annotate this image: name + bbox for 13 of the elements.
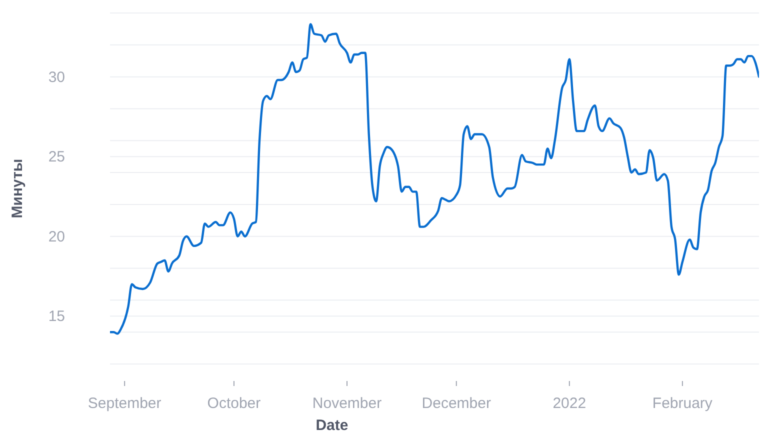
- x-axis-title: Date: [316, 416, 348, 434]
- x-tick-label: December: [422, 394, 491, 412]
- y-axis-title: Минуты: [8, 158, 26, 218]
- y-tick-label: 25: [48, 148, 65, 166]
- x-tick-label: February: [652, 394, 713, 412]
- y-tick-label: 30: [48, 68, 65, 86]
- y-tick-label: 15: [48, 308, 65, 325]
- x-tick-label: November: [312, 394, 382, 412]
- x-tick-label: October: [207, 394, 261, 412]
- x-tick-label: 2022: [552, 394, 586, 412]
- y-tick-label: 20: [48, 228, 65, 245]
- x-tick-label: September: [88, 394, 162, 412]
- line-series: [110, 23, 759, 335]
